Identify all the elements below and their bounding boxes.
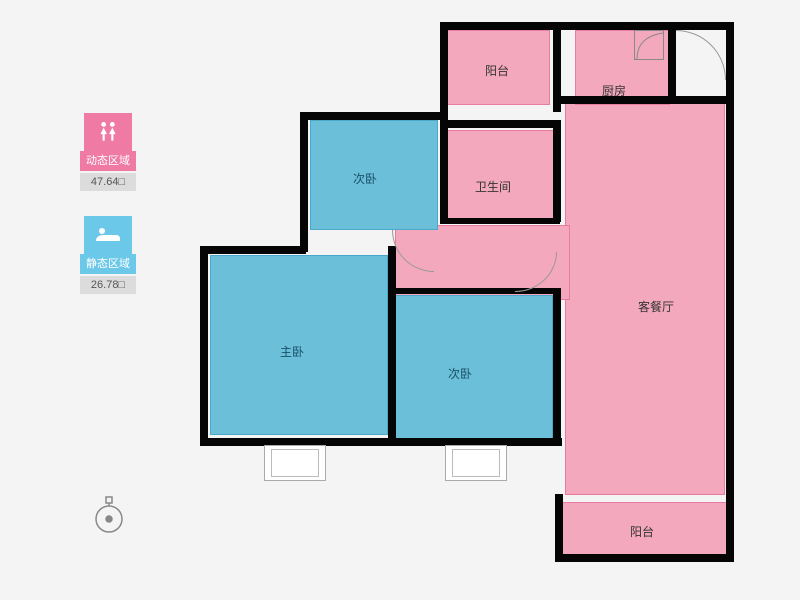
room-label-bath: 卫生间 [475, 178, 511, 195]
legend-dynamic-value: 47.64□ [80, 173, 136, 191]
wall [668, 22, 676, 100]
room-label-balcony2: 阳台 [630, 523, 654, 540]
room-label-balcony1: 阳台 [485, 62, 509, 79]
legend: 动态区域 47.64□ 静态区域 26.78□ [78, 113, 138, 319]
window-marker [264, 445, 326, 481]
wall [388, 288, 560, 294]
wall [555, 554, 734, 562]
wall [300, 112, 445, 120]
window-marker [445, 445, 507, 481]
wall [553, 120, 561, 222]
legend-static-value: 26.78□ [80, 276, 136, 294]
wall [555, 494, 563, 562]
wall [553, 288, 561, 444]
wall [200, 246, 208, 444]
legend-static-label: 静态区域 [80, 254, 136, 274]
room-label-bed2b: 次卧 [448, 365, 472, 382]
wall [388, 246, 396, 444]
wall [300, 112, 308, 252]
room-label-living: 客餐厅 [638, 298, 674, 315]
legend-dynamic-label: 动态区域 [80, 151, 136, 171]
wall [556, 96, 734, 104]
window-icon [634, 30, 664, 60]
compass-icon [92, 495, 126, 540]
wall [440, 22, 734, 30]
door-arc [676, 30, 726, 80]
legend-dynamic: 动态区域 47.64□ [78, 113, 138, 191]
room-bath [445, 130, 555, 220]
room-bed2b [395, 295, 553, 440]
static-zone-icon [84, 216, 132, 254]
wall [440, 120, 560, 128]
wall [440, 218, 560, 224]
room-label-master: 主卧 [280, 343, 304, 360]
room-label-bed2a: 次卧 [353, 170, 377, 187]
wall [200, 246, 306, 254]
wall [200, 438, 562, 446]
legend-static: 静态区域 26.78□ [78, 216, 138, 294]
dynamic-zone-icon [84, 113, 132, 151]
